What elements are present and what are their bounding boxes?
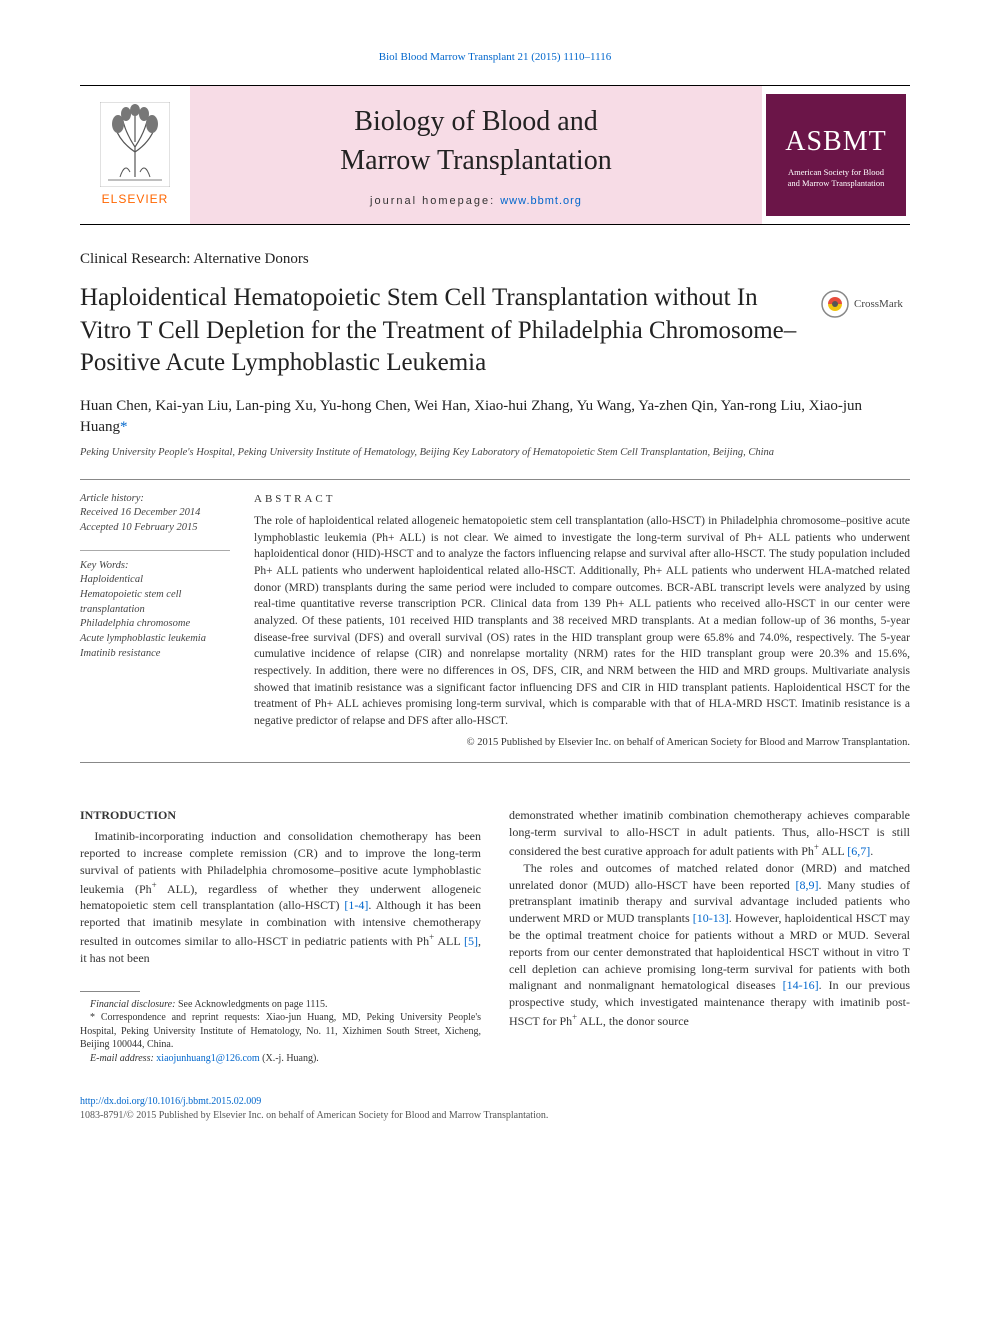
keywords-label: Key Words: <box>80 559 230 574</box>
history-received: Received 16 December 2014 <box>80 506 230 521</box>
top-citation: Biol Blood Marrow Transplant 21 (2015) 1… <box>80 50 910 65</box>
abstract-heading: ABSTRACT <box>254 492 910 507</box>
article-history: Article history: Received 16 December 20… <box>80 492 230 536</box>
journal-title-line1: Biology of Blood and <box>354 106 597 137</box>
history-accepted: Accepted 10 February 2015 <box>80 521 230 536</box>
footnote-rule <box>80 991 140 992</box>
abstract-block: Article history: Received 16 December 20… <box>80 479 910 764</box>
ref-8-9[interactable]: [8,9] <box>795 878 818 892</box>
homepage-label: journal homepage: <box>370 195 500 207</box>
intro-para-1-cont: demonstrated whether imatinib combinatio… <box>509 807 910 859</box>
corresponding-symbol: * <box>120 419 128 435</box>
crossmark-label: CrossMark <box>854 297 903 312</box>
column-right: demonstrated whether imatinib combinatio… <box>509 807 910 1065</box>
sidebar-rule <box>80 550 230 551</box>
elsevier-wordmark: ELSEVIER <box>102 191 169 208</box>
footnote-correspondence: * Correspondence and reprint requests: X… <box>80 1011 481 1052</box>
asbmt-fullname: American Society for Blood and Marrow Tr… <box>788 167 885 188</box>
title-row: Haploidentical Hematopoietic Stem Cell T… <box>80 282 910 380</box>
article-title: Haploidentical Hematopoietic Stem Cell T… <box>80 282 800 380</box>
journal-title: Biology of Blood and Marrow Transplantat… <box>340 102 611 180</box>
footnote-financial: Financial disclosure: See Acknowledgment… <box>80 998 481 1012</box>
asbmt-badge: ASBMT American Society for Blood and Mar… <box>766 94 906 216</box>
ref-1-4[interactable]: [1-4] <box>344 898 368 912</box>
crossmark-badge[interactable]: CrossMark <box>820 286 910 322</box>
journal-title-box: Biology of Blood and Marrow Transplantat… <box>190 86 762 224</box>
body-columns: INTRODUCTION Imatinib-incorporating indu… <box>80 807 910 1065</box>
doi-link[interactable]: http://dx.doi.org/10.1016/j.bbmt.2015.02… <box>80 1096 261 1107</box>
abstract-main: ABSTRACT The role of haploidentical rela… <box>254 492 910 751</box>
homepage-url-link[interactable]: www.bbmt.org <box>500 195 582 207</box>
keywords-block: Key Words: Haploidentical Hematopoietic … <box>80 559 230 662</box>
abstract-text: The role of haploidentical related allog… <box>254 513 910 730</box>
authors-text: Huan Chen, Kai-yan Liu, Lan-ping Xu, Yu-… <box>80 398 862 435</box>
authors-list: Huan Chen, Kai-yan Liu, Lan-ping Xu, Yu-… <box>80 396 910 438</box>
journal-homepage: journal homepage: www.bbmt.org <box>370 194 582 209</box>
issn-copyright: 1083-8791/© 2015 Published by Elsevier I… <box>80 1109 910 1123</box>
abstract-copyright: © 2015 Published by Elsevier Inc. on beh… <box>254 736 910 751</box>
journal-header-banner: ELSEVIER Biology of Blood and Marrow Tra… <box>80 85 910 225</box>
intro-para-2: The roles and outcomes of matched relate… <box>509 860 910 1030</box>
column-left: INTRODUCTION Imatinib-incorporating indu… <box>80 807 481 1065</box>
asbmt-line2: and Marrow Transplantation <box>788 178 885 188</box>
email-link[interactable]: xiaojunhuang1@126.com <box>156 1053 259 1064</box>
ref-10-13[interactable]: [10-13] <box>693 911 729 925</box>
asbmt-acronym: ASBMT <box>785 122 886 161</box>
page-footer: http://dx.doi.org/10.1016/j.bbmt.2015.02… <box>80 1095 910 1123</box>
article-type: Clinical Research: Alternative Donors <box>80 249 910 270</box>
elsevier-logo: ELSEVIER <box>80 86 190 224</box>
journal-title-line2: Marrow Transplantation <box>340 145 611 176</box>
keywords-list: Haploidentical Hematopoietic stem cell t… <box>80 573 230 661</box>
ref-6-7[interactable]: [6,7] <box>847 844 870 858</box>
elsevier-tree-icon <box>100 102 170 187</box>
footnotes: Financial disclosure: See Acknowledgment… <box>80 998 481 1066</box>
asbmt-line1: American Society for Blood <box>788 167 884 177</box>
intro-heading: INTRODUCTION <box>80 807 481 824</box>
history-label: Article history: <box>80 492 230 507</box>
citation-link[interactable]: Biol Blood Marrow Transplant 21 (2015) 1… <box>379 51 611 63</box>
footnote-email: E-mail address: xiaojunhuang1@126.com (X… <box>80 1052 481 1066</box>
crossmark-icon <box>820 289 850 319</box>
abstract-sidebar: Article history: Received 16 December 20… <box>80 492 230 751</box>
intro-para-1: Imatinib-incorporating induction and con… <box>80 828 481 966</box>
ref-14-16[interactable]: [14-16] <box>783 978 819 992</box>
affiliation: Peking University People's Hospital, Pek… <box>80 446 910 461</box>
ref-5[interactable]: [5] <box>464 934 478 948</box>
